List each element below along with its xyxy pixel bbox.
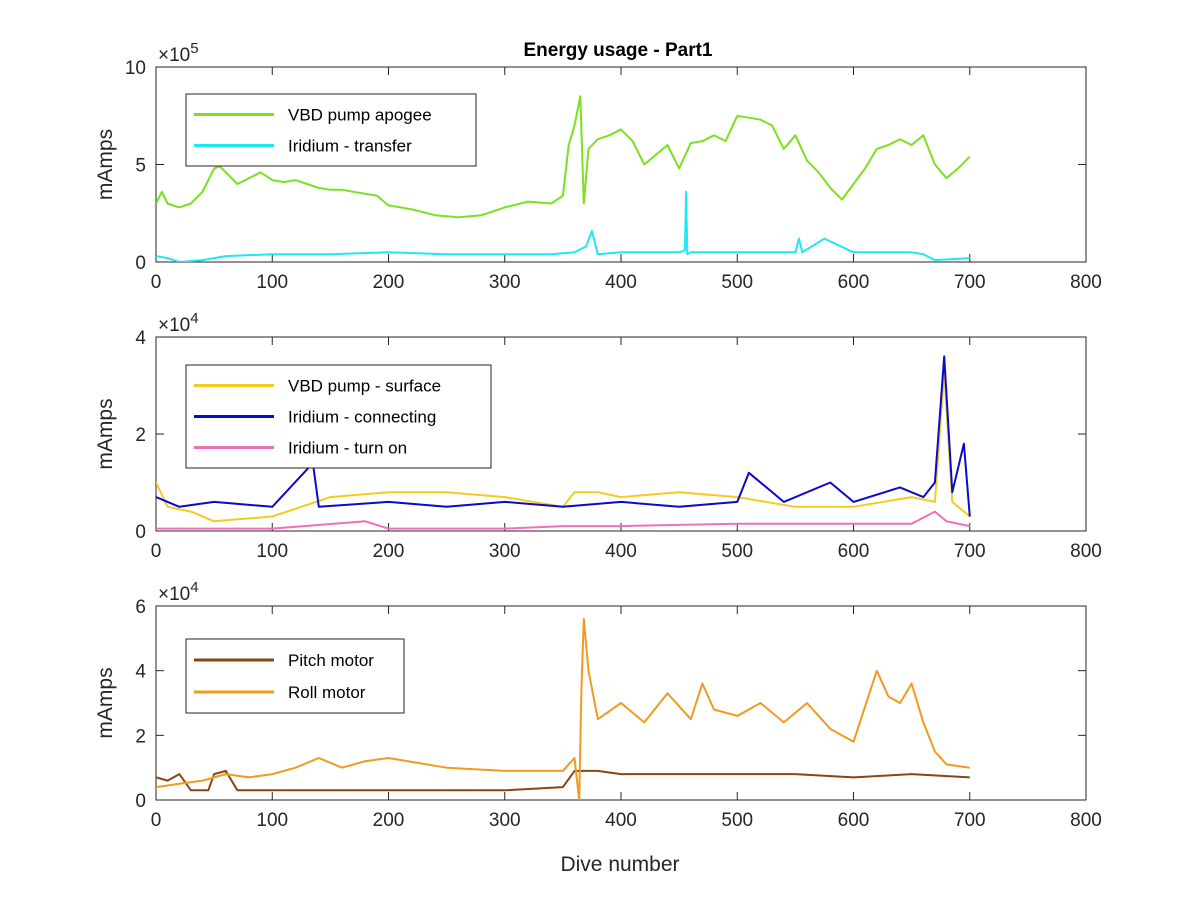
legend-label: Roll motor <box>288 683 366 702</box>
series-group <box>156 95 971 262</box>
y-axis-label: mAmps <box>94 398 117 469</box>
x-tick-label: 800 <box>1070 810 1102 831</box>
y-tick-label: 4 <box>135 662 146 683</box>
subplot-1: 0 100 200 300 400 500 600 700 800 0 5 10 ×105 mAmps VB… <box>94 40 1102 293</box>
y-exponent-label: ×104 <box>158 579 199 605</box>
y-tick-label: 2 <box>135 425 146 446</box>
x-tick-label: 200 <box>373 541 405 562</box>
subplots-container: 0 100 200 300 400 500 600 700 8000510×105mAmpsVB… <box>94 40 1102 831</box>
x-tick-label: 200 <box>373 810 405 831</box>
x-tick-label: 400 <box>605 541 637 562</box>
x-tick-label: 200 <box>373 272 405 293</box>
legend-label: Iridium - turn on <box>288 439 407 458</box>
legend: VBD pump apogee Iridium - transfer <box>185 93 477 167</box>
x-tick-label: 100 <box>256 272 288 293</box>
series-line-2 <box>156 190 970 262</box>
x-tick-label: 400 <box>605 272 637 293</box>
x-tick-label: 700 <box>954 810 986 831</box>
x-tick-label: 800 <box>1070 541 1102 562</box>
subplot-3: 0 100 200 300 400 500 600 700 800 0 2 4 6 ×104 mAmps Pi… <box>94 579 1102 831</box>
series-line-1 <box>156 95 971 219</box>
y-tick-label: 0 <box>135 791 146 812</box>
legend: Pitch motor Roll motor <box>185 638 405 714</box>
x-tick-label: 400 <box>605 810 637 831</box>
legend-label: Iridium - connecting <box>288 408 436 427</box>
figure-title: Energy usage - Part1 <box>523 40 712 61</box>
x-tick-label: 500 <box>721 541 753 562</box>
y-tick-label: 0 <box>135 253 146 274</box>
x-tick-label: 700 <box>954 272 986 293</box>
x-tick-label: 300 <box>489 541 521 562</box>
y-exponent-label: ×105 <box>158 40 199 66</box>
y-axis-label: mAmps <box>94 667 117 738</box>
legend: VBD pump - surface Iridium - connecting Ir… <box>185 364 492 469</box>
legend-box <box>185 93 477 167</box>
series-line-1 <box>156 370 971 523</box>
x-tick-label: 800 <box>1070 272 1102 293</box>
y-tick-label: 4 <box>135 328 146 349</box>
y-tick-label: 10 <box>125 58 146 79</box>
y-tick-label: 5 <box>135 156 146 177</box>
y-axis-label: mAmps <box>94 129 117 200</box>
x-axis-label: Dive number <box>560 853 679 876</box>
x-tick-label: 600 <box>838 810 870 831</box>
series-line-3 <box>156 510 971 530</box>
legend-label: VBD pump apogee <box>288 106 432 125</box>
legend-label: Iridium - transfer <box>288 137 412 156</box>
x-tick-label: 500 <box>721 272 753 293</box>
y-tick-label: 6 <box>135 597 146 618</box>
x-tick-label: 500 <box>721 810 753 831</box>
x-tick-label: 300 <box>489 272 521 293</box>
series-line-2 <box>156 355 971 517</box>
y-exponent-label: ×104 <box>158 310 199 336</box>
series-group <box>156 617 970 800</box>
legend-label: VBD pump - surface <box>288 377 441 396</box>
x-tick-label: 600 <box>838 272 870 293</box>
subplot-2: 0 100 200 300 400 500 600 700 800 0 2 4 ×104 mAmps VBD… <box>94 310 1102 562</box>
series-group <box>156 355 971 530</box>
legend-box <box>185 638 405 714</box>
x-tick-label: 0 <box>151 272 162 293</box>
x-tick-label: 600 <box>838 541 870 562</box>
x-tick-label: 300 <box>489 810 521 831</box>
x-tick-label: 700 <box>954 541 986 562</box>
x-tick-label: 0 <box>151 810 162 831</box>
y-tick-label: 0 <box>135 522 146 543</box>
series-line-1 <box>156 769 970 792</box>
x-tick-label: 100 <box>256 810 288 831</box>
legend-label: Pitch motor <box>288 651 374 670</box>
y-tick-label: 2 <box>135 726 146 747</box>
x-tick-label: 100 <box>256 541 288 562</box>
x-tick-label: 0 <box>151 541 162 562</box>
series-line-2 <box>156 617 970 800</box>
